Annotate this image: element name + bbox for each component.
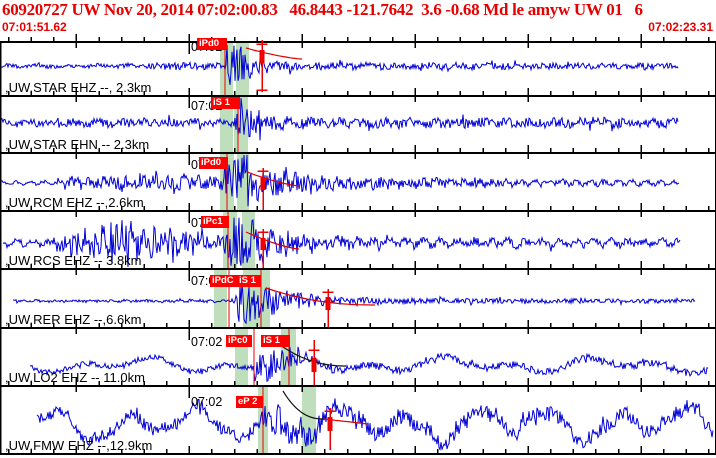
- amplitude-marker-bar[interactable]: [259, 50, 265, 63]
- phase-pick-flag[interactable]: iPdC: [210, 275, 237, 287]
- phase-pick-flag[interactable]: iPc1: [201, 216, 229, 228]
- station-channel-label: ,UW,RCS EHZ -- 3.8km: [5, 253, 142, 268]
- uncertainty-band: [220, 97, 233, 153]
- plot-border: [0, 41, 716, 455]
- station-channel-label: ,UW,LO2 EHZ -- 11.0km: [5, 370, 145, 385]
- minute-label: 07:02: [191, 335, 223, 349]
- window-end-time: 07:02:23.31: [648, 20, 713, 34]
- window-start-time: 07:01:51.62: [2, 20, 67, 34]
- waveform-trace[interactable]: [2, 217, 681, 268]
- phase-pick-flag[interactable]: iS 1: [237, 275, 261, 287]
- coda-decay-curve: [246, 171, 301, 187]
- phase-pick-flag[interactable]: iPc0: [226, 335, 252, 347]
- amplitude-marker-bar[interactable]: [327, 417, 333, 431]
- amplitude-marker-bar[interactable]: [260, 238, 266, 250]
- station-channel-label: ,UW,RCM EHZ --,2.6km: [5, 195, 144, 210]
- waveform-trace[interactable]: [36, 398, 714, 452]
- phase-pick-flag[interactable]: iS 1: [261, 335, 290, 347]
- phase-pick-flag[interactable]: iPd0: [197, 38, 227, 50]
- station-channel-label: ,UW,STAR EHZ --, 2.3km: [5, 80, 152, 95]
- amplitude-marker-bar[interactable]: [260, 177, 266, 190]
- phase-pick-flag[interactable]: iS 1: [211, 97, 240, 109]
- amplitude-marker-bar[interactable]: [325, 297, 331, 310]
- waveform-trace[interactable]: [29, 346, 709, 383]
- minute-label: 07:02: [191, 395, 223, 409]
- station-channel-label: ,UW,STAR EHN -- 2.3km: [5, 137, 150, 152]
- event-summary-header: 60920727 UW Nov 20, 2014 07:02:00.83 46.…: [2, 0, 643, 19]
- waveform-trace[interactable]: [0, 44, 679, 85]
- phase-pick-flag[interactable]: eP 2: [236, 396, 263, 408]
- waveform-trace[interactable]: [0, 97, 679, 141]
- amplitude-marker-bar[interactable]: [311, 358, 317, 372]
- coda-decay-curve: [245, 47, 303, 60]
- waveform-trace[interactable]: [12, 282, 696, 325]
- station-channel-label: ,UW,RER EHZ --,6.6km: [5, 312, 142, 327]
- phase-pick-flag[interactable]: iPd0: [199, 157, 228, 169]
- coda-decay-curve: [265, 287, 375, 306]
- station-channel-label: ,UW,FMW EHZ --,12.9km: [5, 438, 153, 453]
- coda-decay-curve: [245, 231, 300, 250]
- uncertainty-band: [302, 387, 316, 454]
- coda-decay-curve: [275, 341, 346, 367]
- waveform-trace[interactable]: [0, 154, 680, 207]
- coda-decay-curve: [282, 390, 324, 420]
